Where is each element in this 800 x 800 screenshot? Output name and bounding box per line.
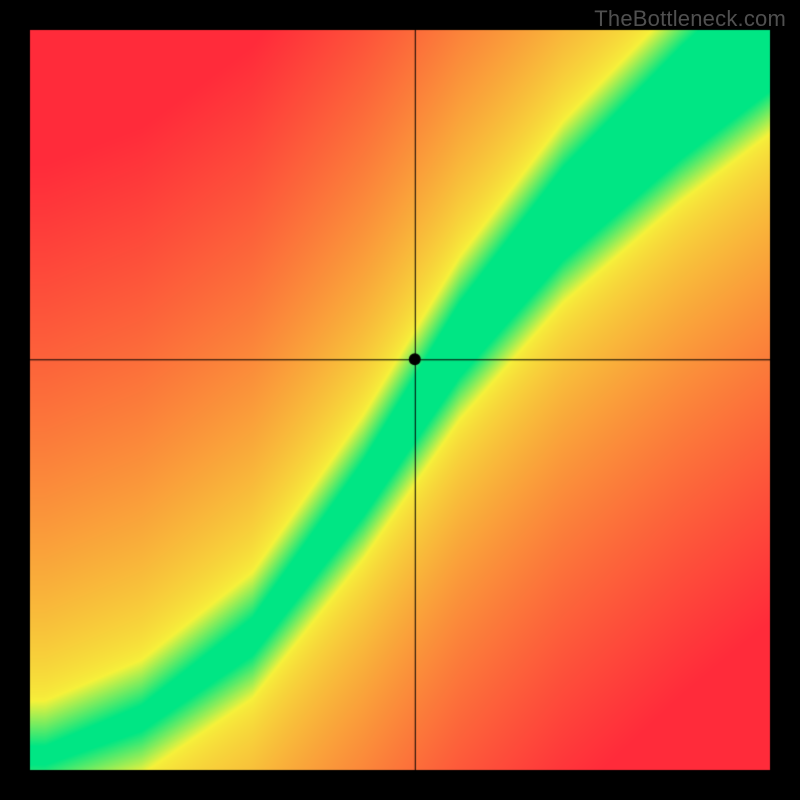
watermark-text: TheBottleneck.com [594, 6, 786, 32]
chart-container: TheBottleneck.com [0, 0, 800, 800]
heatmap-canvas [0, 0, 800, 800]
